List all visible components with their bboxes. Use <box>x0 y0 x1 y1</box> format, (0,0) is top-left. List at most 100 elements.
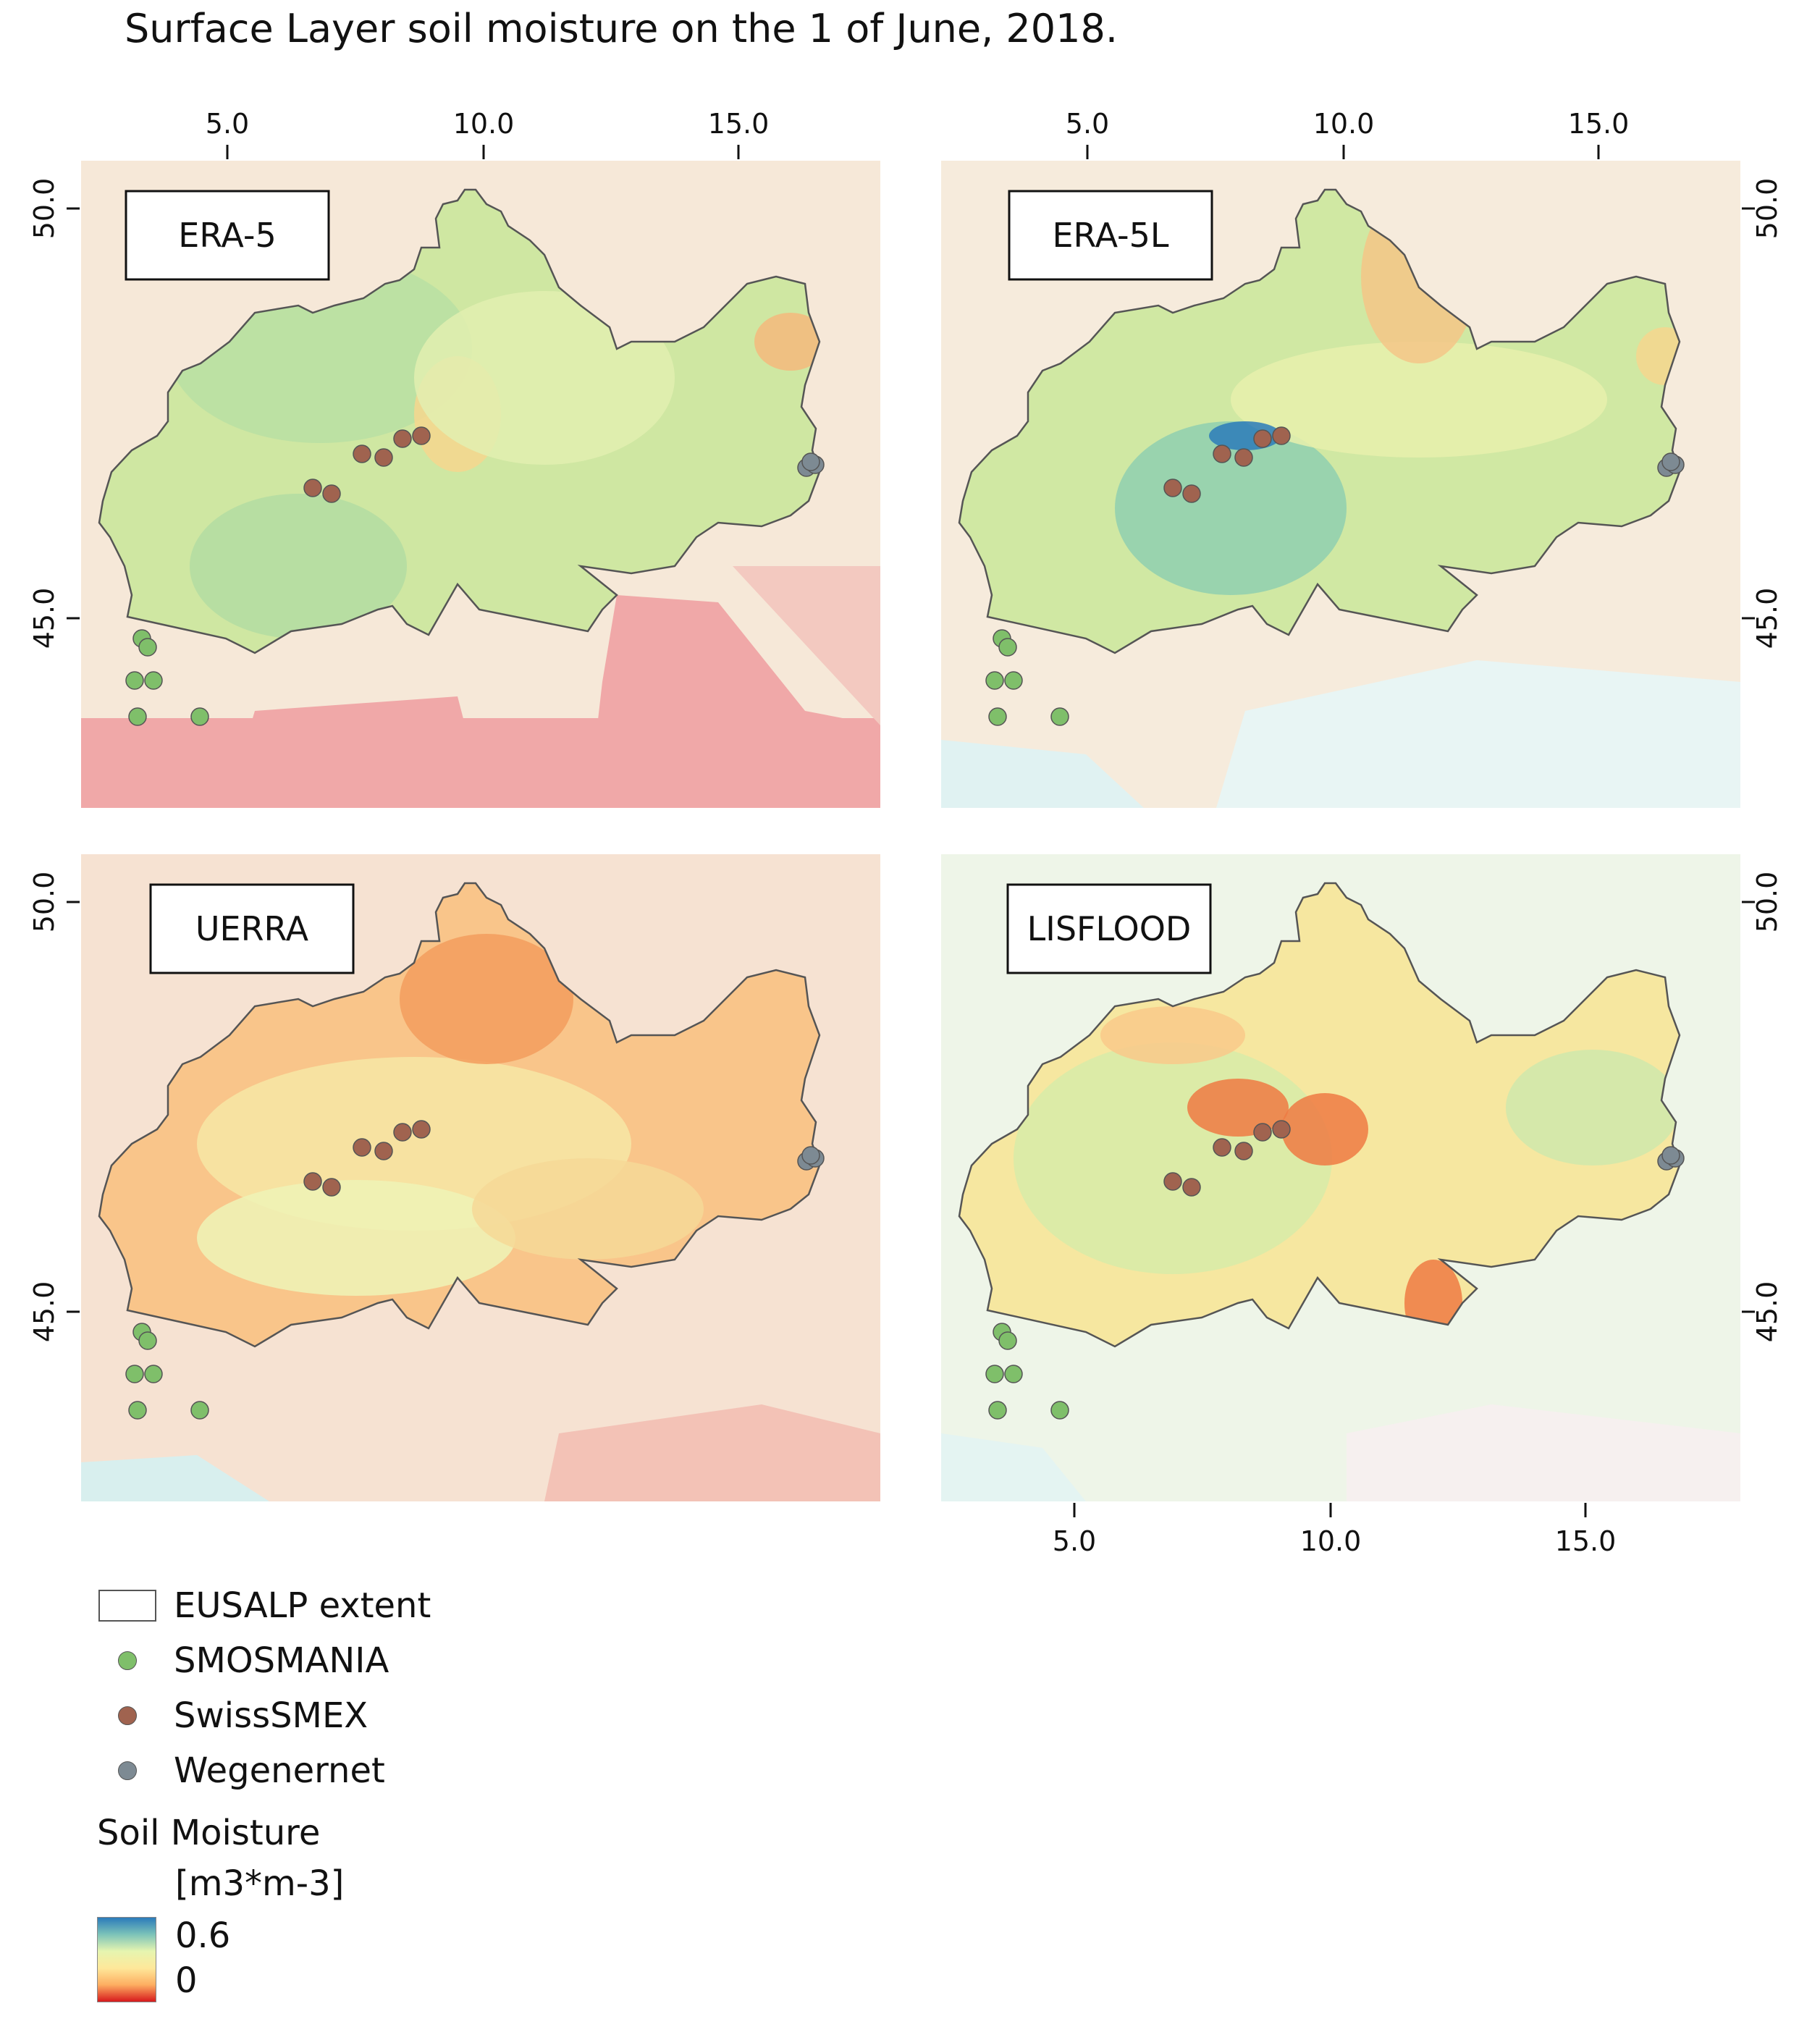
lat-tick-label: 50.0 <box>1751 178 1783 240</box>
legend-label: EUSALP extent <box>174 1585 431 1626</box>
smosmania-station <box>128 707 147 726</box>
smosmania-station <box>988 1401 1007 1420</box>
outside-field <box>81 1455 269 1501</box>
colorbar-min-label: 0 <box>175 1960 198 2001</box>
legend-item-swisssmex: SwissSMEX <box>97 1695 368 1736</box>
swisssmex-station <box>374 1142 393 1160</box>
outside-field <box>1216 660 1740 808</box>
swisssmex-station <box>1234 448 1253 467</box>
wegenernet-station <box>1661 1146 1680 1165</box>
swisssmex-station <box>303 1172 322 1191</box>
colorbar <box>97 1917 156 2002</box>
extent-swatch <box>98 1590 156 1622</box>
outside-field <box>941 1433 1086 1501</box>
legend-item-smosmania: SMOSMANIA <box>97 1640 389 1681</box>
swisssmex-station <box>322 484 341 503</box>
lon-tick-label: 10.0 <box>1313 108 1375 140</box>
swisssmex-station <box>303 479 322 497</box>
eusalp-extent-outline <box>958 882 1681 1348</box>
colorbar-max-label: 0.6 <box>175 1915 231 1956</box>
lat-tick-label: 45.0 <box>1751 1281 1783 1343</box>
swisssmex-station <box>1253 429 1272 448</box>
moisture-patch <box>414 291 675 465</box>
moisture-patch <box>400 934 573 1064</box>
lon-tick-label: 10.0 <box>1300 1525 1362 1557</box>
lon-tick-label: 10.0 <box>453 108 515 140</box>
outside-field <box>941 740 1144 808</box>
smosmania-station <box>998 1331 1017 1350</box>
moisture-patch <box>1506 1050 1680 1166</box>
moisture-patch <box>1231 342 1607 458</box>
wegenernet-marker <box>118 1761 137 1780</box>
panel-label: ERA-5 <box>178 216 276 255</box>
moisture-patch <box>472 1158 704 1260</box>
smosmania-station <box>985 671 1004 690</box>
panel-label-box <box>1006 883 1212 974</box>
wegenernet-station <box>801 1146 820 1165</box>
map-panel-era-5l: ERA-5L 5.0 10.0 15.0 50.0 45.0 <box>941 108 1783 808</box>
panel-label: UERRA <box>195 909 309 948</box>
lat-tick-label: 45.0 <box>28 588 60 649</box>
panel-label-box <box>149 883 355 974</box>
outside-field <box>1347 1404 1740 1501</box>
swisssmex-station <box>1163 1172 1182 1191</box>
lon-tick-label: 15.0 <box>708 108 770 140</box>
legend-label: SwissSMEX <box>174 1695 368 1736</box>
swisssmex-station <box>412 1120 431 1139</box>
outside-field <box>226 696 486 808</box>
lon-tick-label: 5.0 <box>1053 1525 1096 1557</box>
swisssmex-station <box>412 426 431 445</box>
smosmania-station <box>1004 1365 1023 1383</box>
smosmania-station <box>988 707 1007 726</box>
lon-tick-label: 15.0 <box>1555 1525 1617 1557</box>
outside-field <box>733 566 880 725</box>
colorbar-title: Soil Moisture <box>97 1813 321 1853</box>
moisture-patch <box>1014 1042 1332 1274</box>
moisture-patch <box>1636 327 1680 385</box>
swisssmex-station <box>1272 1120 1291 1139</box>
moisture-patch <box>1281 1093 1368 1166</box>
legend-label: SMOSMANIA <box>174 1640 389 1681</box>
swisssmex-marker <box>118 1706 137 1725</box>
swisssmex-station <box>1182 1178 1201 1197</box>
panel-label: LISFLOOD <box>1027 909 1192 948</box>
outside-field <box>588 595 880 808</box>
smosmania-station <box>998 638 1017 657</box>
lon-tick-label: 5.0 <box>1066 108 1109 140</box>
colorbar-units: [m3*m-3] <box>175 1863 345 1904</box>
lat-tick-label: 50.0 <box>28 178 60 240</box>
lat-tick-label: 50.0 <box>28 872 60 933</box>
swisssmex-station <box>1213 444 1231 463</box>
swisssmex-station <box>393 429 412 448</box>
legend-label: Wegenernet <box>174 1750 385 1791</box>
lon-tick-label: 15.0 <box>1568 108 1630 140</box>
smosmania-station <box>1050 707 1069 726</box>
panel-label-box <box>125 190 330 281</box>
swisssmex-station <box>1234 1142 1253 1160</box>
smosmania-station <box>125 1365 144 1383</box>
swisssmex-station <box>353 444 371 463</box>
moisture-patch <box>1187 1079 1289 1137</box>
moisture-patch <box>754 313 820 371</box>
lon-tick-label: 5.0 <box>206 108 249 140</box>
lat-tick-label: 50.0 <box>1751 872 1783 933</box>
map-panel-era-5: ERA-5 5.0 10.0 15.0 50.0 45.0 <box>28 108 880 808</box>
swisssmex-station <box>1182 484 1201 503</box>
smosmania-station <box>138 1331 157 1350</box>
outside-field <box>544 1404 880 1501</box>
smosmania-station <box>985 1365 1004 1383</box>
swisssmex-station <box>322 1178 341 1197</box>
smosmania-station <box>190 707 209 726</box>
swisssmex-station <box>374 448 393 467</box>
eusalp-extent-outline <box>98 882 821 1348</box>
wegenernet-station <box>1661 452 1680 471</box>
smosmania-station <box>128 1401 147 1420</box>
smosmania-station <box>138 638 157 657</box>
moisture-patch <box>197 1180 515 1296</box>
swisssmex-station <box>1253 1123 1272 1142</box>
smosmania-marker <box>118 1651 137 1670</box>
swisssmex-station <box>1163 479 1182 497</box>
lat-tick-label: 45.0 <box>1751 588 1783 649</box>
panel-label-box <box>1008 190 1213 281</box>
panel-label: ERA-5L <box>1052 216 1168 255</box>
